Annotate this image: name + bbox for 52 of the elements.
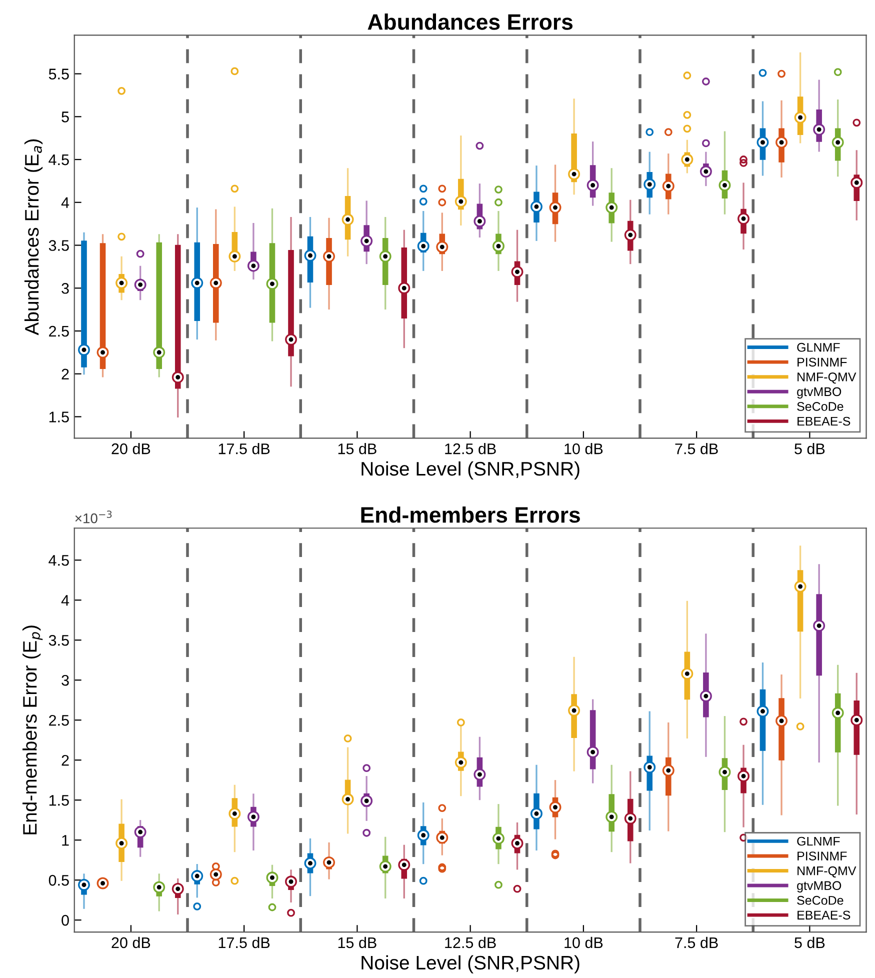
text: ×10$^{−3}$ xyxy=(75,510,112,524)
legend-label: NMF-QMV xyxy=(798,372,856,384)
legend-label: GLNMF xyxy=(797,836,840,846)
legend-label: NMF-QMV xyxy=(798,866,856,878)
legend-label: gtvMBO xyxy=(797,387,842,399)
y-tick-label: 0 xyxy=(62,914,69,926)
x-tick-label: 20 dB xyxy=(112,443,150,454)
x-tick-label: 10 dB xyxy=(564,936,603,948)
x-tick-label: 17.5 dB xyxy=(218,443,270,454)
x-tick-label: 17.5 dB xyxy=(218,936,270,948)
y-tick-label: 3.5 xyxy=(48,634,69,646)
y-tick-label: 4 xyxy=(61,197,70,208)
legend-label: PISINMF xyxy=(798,852,847,860)
x-tick-label: 15 dB xyxy=(338,936,376,948)
y-axis-title: End-members Error (E$_{p}$) xyxy=(22,626,43,834)
y-tick-label: 1 xyxy=(62,835,69,846)
y-tick-label: 0.5 xyxy=(48,874,69,886)
legend-label: SeCoDe xyxy=(797,896,844,905)
legend-label: SeCoDe xyxy=(797,402,844,411)
x-tick-label: 5 dB xyxy=(794,443,825,454)
y-tick-label: 2.5 xyxy=(49,326,69,337)
legend-label: gtvMBO xyxy=(797,881,842,892)
x-tick-label: 12.5 dB xyxy=(445,443,496,454)
x-tick-label: 5 dB xyxy=(794,936,825,948)
y-tick-label: 1.5 xyxy=(49,412,69,422)
legend-label: GLNMF xyxy=(797,342,840,352)
y-tick-label: 2.5 xyxy=(49,714,69,726)
x-tick-label: 15 dB xyxy=(338,443,376,454)
x-axis-title: Noise Level (SNR,PSNR) xyxy=(362,955,580,974)
legend-label: EBEAE-S xyxy=(798,416,850,426)
y-tick-label: 4.5 xyxy=(48,555,69,566)
y-tick-label: 2 xyxy=(62,754,69,766)
x-tick-label: 12.5 dB xyxy=(445,936,496,948)
x-axis-title: Noise Level (SNR,PSNR) xyxy=(362,461,580,480)
y-tick-label: 3 xyxy=(62,674,69,686)
y-tick-label: 5.5 xyxy=(48,68,69,80)
x-tick-label: 20 dB xyxy=(112,936,150,948)
y-tick-label: 3.5 xyxy=(48,240,69,251)
x-tick-label: 7.5 dB xyxy=(675,443,718,454)
y-tick-label: 3 xyxy=(62,282,69,294)
x-tick-label: 7.5 dB xyxy=(675,936,718,948)
y-axis-title: Abundances Error (E$_{a}$) xyxy=(24,139,43,336)
y-tick-label: 5 xyxy=(62,112,69,122)
legend-label: PISINMF xyxy=(798,358,847,367)
legend-label: EBEAE-S xyxy=(798,910,850,920)
y-tick-label: 4.5 xyxy=(48,154,69,166)
chart-title: Abundances Errors xyxy=(368,14,573,30)
y-tick-label: 4 xyxy=(61,595,70,606)
chart-title: End-members Errors xyxy=(361,506,580,523)
y-tick-label: 1.5 xyxy=(49,795,69,806)
x-tick-label: 10 dB xyxy=(564,443,603,454)
y-tick-label: 2 xyxy=(62,368,69,380)
